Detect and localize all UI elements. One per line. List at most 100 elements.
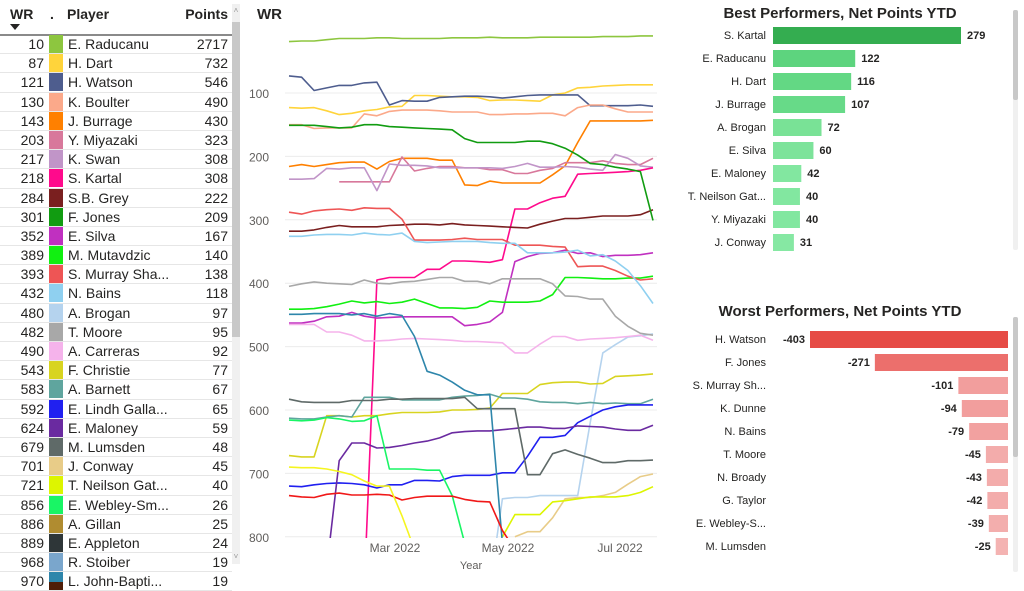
bar[interactable]	[773, 73, 852, 90]
column-header-player[interactable]: Player	[67, 6, 110, 22]
column-header-points[interactable]: Points	[185, 6, 228, 22]
category-label: M. Lumsden	[705, 541, 766, 553]
table-row[interactable]: 968 R. Stoiber 19	[0, 553, 232, 573]
series-line[interactable]	[288, 396, 654, 476]
column-header-wr[interactable]: WR	[10, 6, 34, 22]
bar[interactable]	[773, 234, 794, 251]
table-scrollbar[interactable]: ˄ ˅	[232, 4, 240, 564]
bar[interactable]	[969, 423, 1008, 440]
table-row[interactable]: 583 A. Barnett 67	[0, 380, 232, 400]
series-line[interactable]	[364, 167, 654, 582]
bar[interactable]	[773, 27, 961, 44]
table-row[interactable]: 301 F. Jones 209	[0, 207, 232, 227]
series-line[interactable]	[289, 249, 654, 327]
series-line[interactable]	[288, 35, 653, 43]
bar[interactable]	[773, 165, 802, 182]
table-row[interactable]: 480 A. Brogan 97	[0, 303, 232, 323]
bar[interactable]	[985, 446, 1008, 463]
table-row[interactable]: 352 E. Silva 167	[0, 226, 232, 247]
table-row[interactable]: 389 M. Mutavdzic 140	[0, 246, 232, 266]
column-header-color[interactable]: .	[50, 6, 54, 22]
table-row[interactable]: 10 E. Raducanu 2717	[0, 35, 232, 55]
best-performers-scrollbar-thumb[interactable]	[1013, 10, 1018, 100]
series-line[interactable]	[288, 393, 654, 420]
bar[interactable]	[986, 469, 1008, 486]
series-line[interactable]	[288, 75, 654, 108]
bar[interactable]	[810, 331, 1008, 348]
series-line[interactable]	[289, 232, 654, 304]
cell-player: S. Kartal	[68, 170, 122, 187]
scroll-up-icon[interactable]: ˄	[233, 6, 239, 15]
series-line[interactable]	[289, 323, 654, 354]
table-row[interactable]: 592 E. Lindh Galla... 65	[0, 399, 232, 419]
series-line[interactable]	[289, 312, 503, 543]
cell-wr: 970	[20, 573, 44, 590]
cell-wr: 856	[20, 496, 44, 513]
table-row[interactable]: 701 J. Conway 45	[0, 457, 232, 477]
table-row[interactable]: 721 T. Neilson Gat... 40	[0, 476, 232, 496]
bar[interactable]	[773, 188, 800, 205]
series-line[interactable]	[288, 84, 653, 116]
table-row[interactable]: 217 K. Swan 308	[0, 150, 232, 170]
sort-descending-icon[interactable]	[10, 24, 20, 30]
bar[interactable]	[773, 142, 814, 159]
scroll-down-icon[interactable]: ˅	[233, 552, 239, 561]
series-line[interactable]	[514, 473, 654, 538]
series-line[interactable]	[288, 414, 465, 543]
table-row[interactable]: 218 S. Kartal 308	[0, 169, 232, 189]
table-row[interactable]: 143 J. Burrage 430	[0, 111, 232, 131]
best-performers-chart: S. Kartal 279 E. Raducanu 122 H. Dart 116 J. B…	[680, 0, 1024, 260]
series-line[interactable]	[288, 119, 654, 187]
color-swatch	[49, 92, 63, 111]
bar[interactable]	[961, 400, 1008, 417]
bar[interactable]	[987, 492, 1008, 509]
series-line[interactable]	[289, 275, 654, 310]
table-row[interactable]: 393 S. Murray Sha... 138	[0, 265, 232, 285]
bar[interactable]	[773, 211, 800, 228]
table-row[interactable]: 121 H. Watson 546	[0, 73, 232, 93]
cell-points: 25	[212, 515, 228, 532]
worst-performers-scrollbar[interactable]	[1013, 317, 1018, 572]
series-line[interactable]	[289, 104, 653, 130]
series-line[interactable]	[288, 207, 654, 281]
series-line[interactable]	[289, 208, 654, 232]
series-line[interactable]	[288, 276, 654, 336]
table-row[interactable]: 490 A. Carreras 92	[0, 342, 232, 362]
table-row[interactable]: 482 T. Moore 95	[0, 322, 232, 342]
series-line[interactable]	[289, 123, 654, 221]
series-line[interactable]	[288, 466, 415, 549]
table-row[interactable]: 87 H. Dart 732	[0, 54, 232, 74]
table-row[interactable]: 856 E. Webley-Sm... 26	[0, 495, 232, 515]
table-row[interactable]: 886 A. Gillan 25	[0, 514, 232, 534]
series-line[interactable]	[501, 485, 654, 538]
series-line[interactable]	[339, 156, 654, 183]
bar[interactable]	[874, 354, 1008, 371]
bar[interactable]	[958, 377, 1008, 394]
bar[interactable]	[995, 538, 1008, 555]
series-line[interactable]	[289, 153, 654, 192]
worst-performers-scrollbar-thumb[interactable]	[1013, 317, 1018, 457]
category-label: T. Moore	[723, 449, 766, 461]
cell-points: 19	[212, 573, 228, 590]
table-row[interactable]: 543 F. Christie 77	[0, 361, 232, 381]
table-row[interactable]: 203 Y. Miyazaki 323	[0, 130, 232, 151]
series-line[interactable]	[490, 333, 654, 582]
table-row[interactable]: 889 E. Appleton 24	[0, 533, 232, 554]
bar[interactable]	[773, 96, 846, 113]
series-line[interactable]	[288, 404, 653, 489]
table-row[interactable]: 432 N. Bains 118	[0, 284, 232, 304]
table-row[interactable]: 130 K. Boulter 490	[0, 92, 232, 112]
bar[interactable]	[773, 50, 856, 67]
color-swatch	[49, 533, 63, 552]
table-row[interactable]: 679 M. Lumsden 48	[0, 437, 232, 458]
best-performers-scrollbar[interactable]	[1013, 10, 1018, 250]
bar[interactable]	[988, 515, 1008, 532]
table-row[interactable]: 624 E. Maloney 59	[0, 418, 232, 438]
table-scrollbar-thumb[interactable]	[232, 22, 240, 337]
series-line[interactable]	[327, 424, 654, 568]
bar[interactable]	[773, 119, 822, 136]
cell-points: 24	[212, 534, 228, 551]
category-label: F. Jones	[725, 357, 766, 369]
table-row[interactable]: 284 S.B. Grey 222	[0, 188, 232, 208]
series-line[interactable]	[288, 492, 515, 549]
